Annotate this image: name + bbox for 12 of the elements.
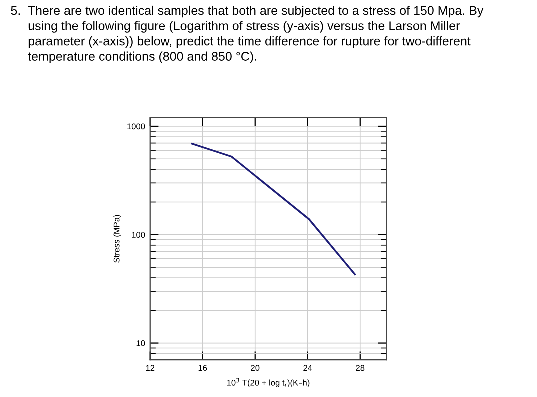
y-axis-title: Stress (MPa) <box>114 215 122 263</box>
y-tick-label: 1000 <box>128 124 146 130</box>
x-tick-label: 28 <box>356 365 365 372</box>
y-tick-label: 10 <box>136 340 146 346</box>
chart-title: 5. There are two identical samples that both are subjected to a stress of 150 Mpa. By using the following figure (Logarithm of stress (y-axis) versus the Larson Miller parameter (x-axis)) below, predict the time difference for rupture for two-different temperature conditions (800 and 850 °C). <box>11 6 484 64</box>
y-tick-label: 100 <box>132 232 146 238</box>
x-tick-label: 20 <box>251 365 260 372</box>
x-tick-label: 24 <box>304 365 312 371</box>
line-series <box>191 143 356 276</box>
x-tick-label: 16 <box>198 365 208 372</box>
x-axis-title: 10$^{3}$ T(20 + log t$_{r}$)(K–h) <box>227 378 310 388</box>
x-tick-label: 12 <box>146 365 155 371</box>
